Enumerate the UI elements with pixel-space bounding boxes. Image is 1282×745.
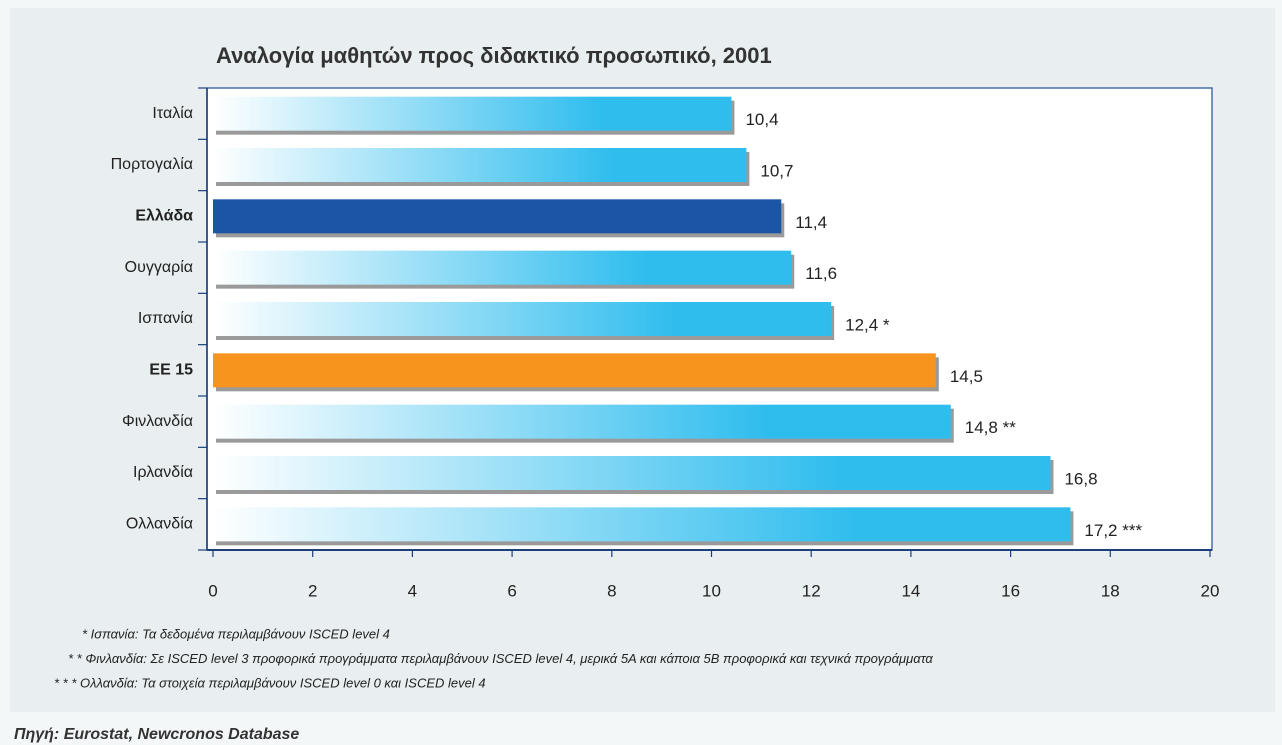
category-label: Πορτογαλία <box>111 156 193 173</box>
x-tick-label: 16 <box>1001 581 1020 600</box>
x-tick-label: 4 <box>408 581 417 600</box>
bar <box>213 507 1071 542</box>
x-tick-label: 12 <box>802 581 821 600</box>
source: Πηγή: Eurostat, Newcronos Database <box>14 726 299 743</box>
x-tick-label: 10 <box>702 581 721 600</box>
chart-title: Αναλογία μαθητών προς διδακτικό προσωπικ… <box>216 43 772 68</box>
value-label: 16,8 <box>1064 469 1097 488</box>
category-label: Ιταλία <box>152 105 193 122</box>
category-label: Φινλανδία <box>122 413 193 430</box>
x-tick-label: 18 <box>1101 581 1120 600</box>
value-label: 14,5 <box>950 367 983 386</box>
category-label: Ιρλανδία <box>133 464 193 481</box>
category-label: Ουγγαρία <box>125 259 193 276</box>
x-tick-label: 20 <box>1201 581 1220 600</box>
footnote: * * Φινλανδία: Σε ISCED level 3 προφορικ… <box>68 651 933 666</box>
bar <box>213 302 832 336</box>
value-label: 10,7 <box>760 161 793 180</box>
bar <box>213 96 732 131</box>
bar <box>213 404 951 439</box>
value-label: 11,4 <box>795 213 827 232</box>
footnote: * Ισπανία: Τα δεδομένα περιλαμβάνουν ISC… <box>82 626 390 641</box>
category-label: Ολλανδία <box>126 516 193 533</box>
value-label: 10,4 <box>745 110 778 129</box>
x-tick-label: 6 <box>507 581 516 600</box>
bar <box>213 250 792 285</box>
x-tick-label: 2 <box>308 581 317 600</box>
bar <box>213 456 1051 490</box>
category-label: Ελλάδα <box>135 208 193 225</box>
value-label: 17,2 *** <box>1084 521 1142 540</box>
bar <box>213 148 747 182</box>
x-tick-label: 8 <box>607 581 616 600</box>
category-label: Ισπανία <box>138 310 193 327</box>
value-label: 11,6 <box>805 264 837 283</box>
value-label: 14,8 ** <box>965 418 1016 437</box>
category-label: EE 15 <box>149 362 193 379</box>
bar <box>213 353 936 388</box>
x-tick-label: 0 <box>208 581 217 600</box>
x-tick-label: 14 <box>901 581 920 600</box>
bar <box>213 199 782 234</box>
footnote: * * * Ολλανδία: Τα στοιχεία περιλαμβάνου… <box>54 675 486 690</box>
value-label: 12,4 * <box>845 315 890 334</box>
